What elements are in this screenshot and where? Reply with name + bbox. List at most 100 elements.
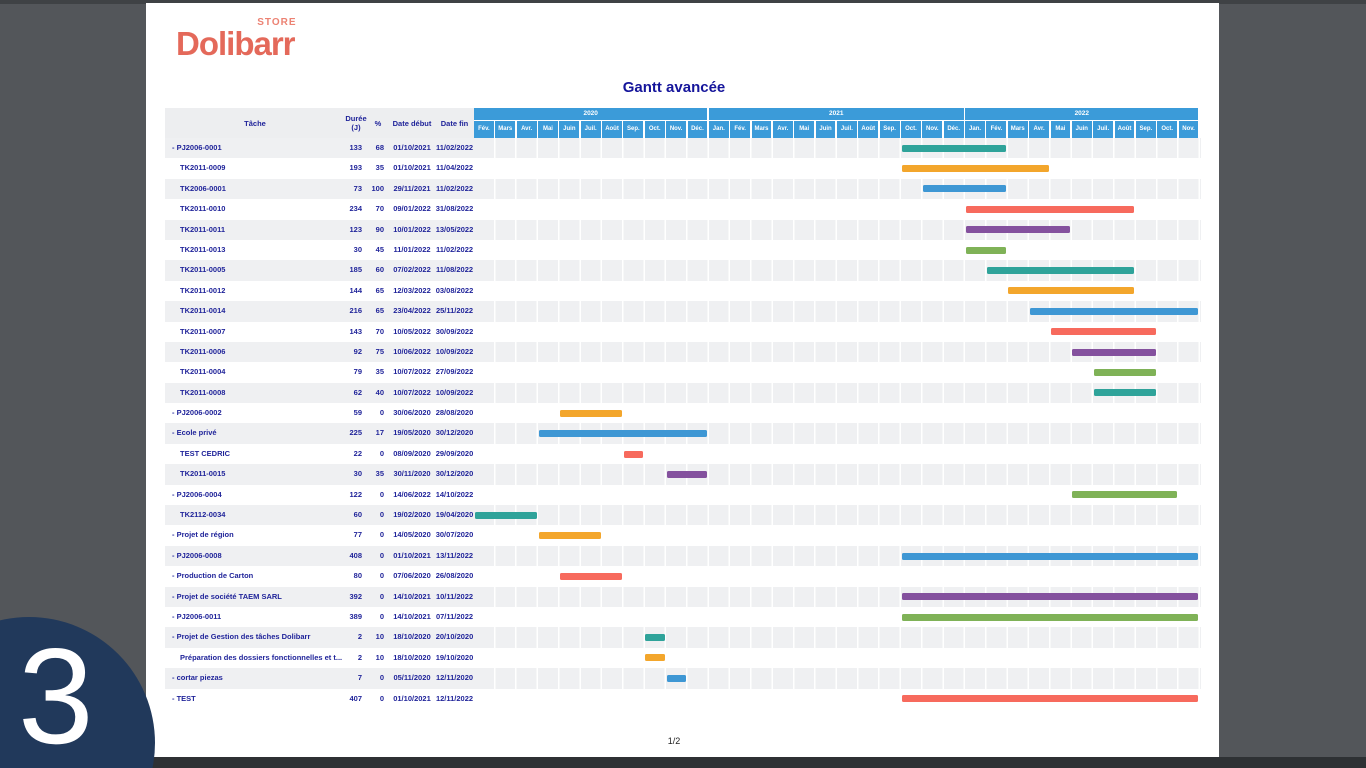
start-date: 12/03/2022 (393, 285, 431, 295)
task-name: - PJ2006-0011 (172, 611, 222, 621)
logo-store-text: STORE (257, 17, 297, 28)
start-date: 11/01/2022 (393, 244, 431, 254)
gantt-task-row: - PJ2006-0008 408 0 01/10/2021 13/11/2022 (165, 545, 1202, 567)
row-grid (474, 545, 1201, 567)
gantt-bar (901, 144, 1007, 152)
month-cell: Juin (815, 121, 836, 138)
gantt-task-row: - Projet de société TAEM SARL 392 0 14/10/2… (165, 586, 1202, 607)
gantt-bar (965, 226, 1071, 234)
row-grid (474, 423, 1201, 444)
task-name: Préparation des dossiers fonctionnelles … (180, 652, 343, 662)
gantt-bar (965, 205, 1135, 213)
duration-value: 122 (349, 489, 362, 499)
start-date: 08/09/2020 (393, 448, 431, 458)
month-cell: Avr. (516, 121, 537, 138)
percent-value: 0 (379, 571, 384, 581)
gantt-task-row: - PJ2006-0011 389 0 14/10/2021 07/11/2022 (165, 606, 1202, 628)
gantt-bar (645, 634, 665, 642)
month-cell: Nov. (666, 121, 687, 138)
gantt-bar (538, 532, 601, 540)
task-name: TK2112-0034 (180, 510, 226, 520)
gantt-bar (474, 511, 537, 519)
start-date: 14/06/2022 (393, 489, 431, 499)
gantt-task-row: TK2112-0034 60 0 19/02/2020 19/04/2020 (165, 505, 1202, 526)
row-stripe (165, 301, 474, 322)
gantt-bar (901, 613, 1199, 621)
end-date: 12/11/2022 (435, 693, 474, 703)
start-date: 01/10/2021 (393, 163, 431, 173)
duration-value: 22 (353, 448, 362, 458)
gantt-task-row: - Production de Carton 80 0 07/06/2020 26/08… (165, 566, 1202, 587)
end-date: 12/11/2020 (435, 673, 474, 683)
duration-value: 144 (349, 285, 362, 295)
task-name: - PJ2006-0002 (172, 408, 222, 418)
duration-value: 2 (357, 632, 362, 642)
column-header-percent: % (374, 118, 382, 128)
gantt-bar (559, 409, 622, 417)
end-date: 10/09/2022 (435, 346, 474, 356)
start-date: 10/05/2022 (393, 326, 431, 336)
start-date: 01/10/2021 (393, 143, 431, 152)
table-header: Tâche Durée (J) % Date début Date fin (165, 108, 474, 138)
task-name: TEST CEDRIC (180, 448, 231, 458)
month-cell: Mars (495, 121, 516, 138)
start-date: 05/11/2020 (393, 673, 431, 683)
duration-value: 123 (349, 224, 362, 234)
gantt-task-row: TK2011-0009 193 35 01/10/2021 11/04/2022 (165, 158, 1202, 179)
percent-value: 0 (379, 673, 384, 683)
task-name: - Projet de région (172, 530, 234, 540)
gantt-task-row: TK2011-0007 143 70 10/05/2022 30/09/2022 (165, 321, 1202, 342)
month-cell: Mai (1050, 121, 1071, 138)
row-grid (474, 138, 1201, 159)
start-date: 01/10/2021 (393, 693, 431, 703)
row-grid (474, 382, 1201, 404)
start-date: 09/01/2022 (393, 204, 431, 214)
month-cell: Fév. (986, 121, 1007, 138)
gantt-task-row: - cortar piezas 7 0 05/11/2020 12/11/2020 (165, 668, 1202, 689)
duration-value: 30 (353, 244, 362, 254)
end-date: 29/09/2020 (435, 448, 474, 458)
row-stripe (165, 219, 474, 240)
start-date: 10/07/2022 (393, 387, 431, 397)
duration-value: 79 (353, 367, 362, 377)
gantt-task-row: - Projet de région 77 0 14/05/2020 30/07/202… (165, 525, 1202, 546)
gantt-bar (1029, 307, 1199, 315)
percent-value: 0 (379, 693, 384, 703)
start-date: 18/10/2020 (393, 652, 431, 662)
task-name: TK2011-0005 (180, 265, 226, 275)
end-date: 25/11/2022 (435, 306, 474, 316)
timeline-header: 2020 Fév. Mars Avr. Mai Juin Juil. Août Sep. Oct.… (474, 108, 1201, 138)
end-date: 07/11/2022 (435, 611, 474, 621)
task-name: TK2011-0015 (180, 469, 226, 479)
start-date: 14/10/2021 (393, 591, 431, 601)
percent-value: 60 (375, 265, 384, 275)
duration-value: 216 (349, 306, 362, 316)
month-cell: Sep. (623, 121, 644, 138)
duration-value: 77 (353, 530, 362, 540)
month-cell: Jan. (708, 121, 729, 138)
month-cell: Juin (1071, 121, 1092, 138)
row-stripe (165, 382, 474, 404)
end-date: 11/02/2022 (435, 183, 474, 193)
month-cell: Déc. (943, 121, 964, 138)
gantt-bar (623, 450, 644, 458)
duration-value: 60 (353, 510, 362, 520)
report-page: STORE Dolibarr Gantt avancée Tâche Durée… (146, 3, 1219, 757)
start-date: 19/02/2020 (393, 510, 431, 520)
start-date: 10/07/2022 (393, 367, 431, 377)
percent-value: 90 (375, 224, 384, 234)
percent-value: 35 (375, 163, 384, 173)
duration-value: 389 (349, 611, 362, 621)
month-cell: Sep. (1135, 121, 1156, 138)
duration-value: 59 (353, 408, 362, 418)
duration-value: 80 (353, 571, 362, 581)
duration-value: 7 (357, 673, 362, 683)
month-cell: Oct. (901, 121, 921, 138)
row-grid (474, 668, 1201, 689)
task-name: TK2011-0012 (180, 285, 226, 295)
month-cell: Avr. (1029, 121, 1050, 138)
task-name: TK2011-0008 (180, 387, 226, 397)
percent-value: 45 (375, 244, 384, 254)
task-name: - PJ2006-0004 (172, 489, 222, 499)
